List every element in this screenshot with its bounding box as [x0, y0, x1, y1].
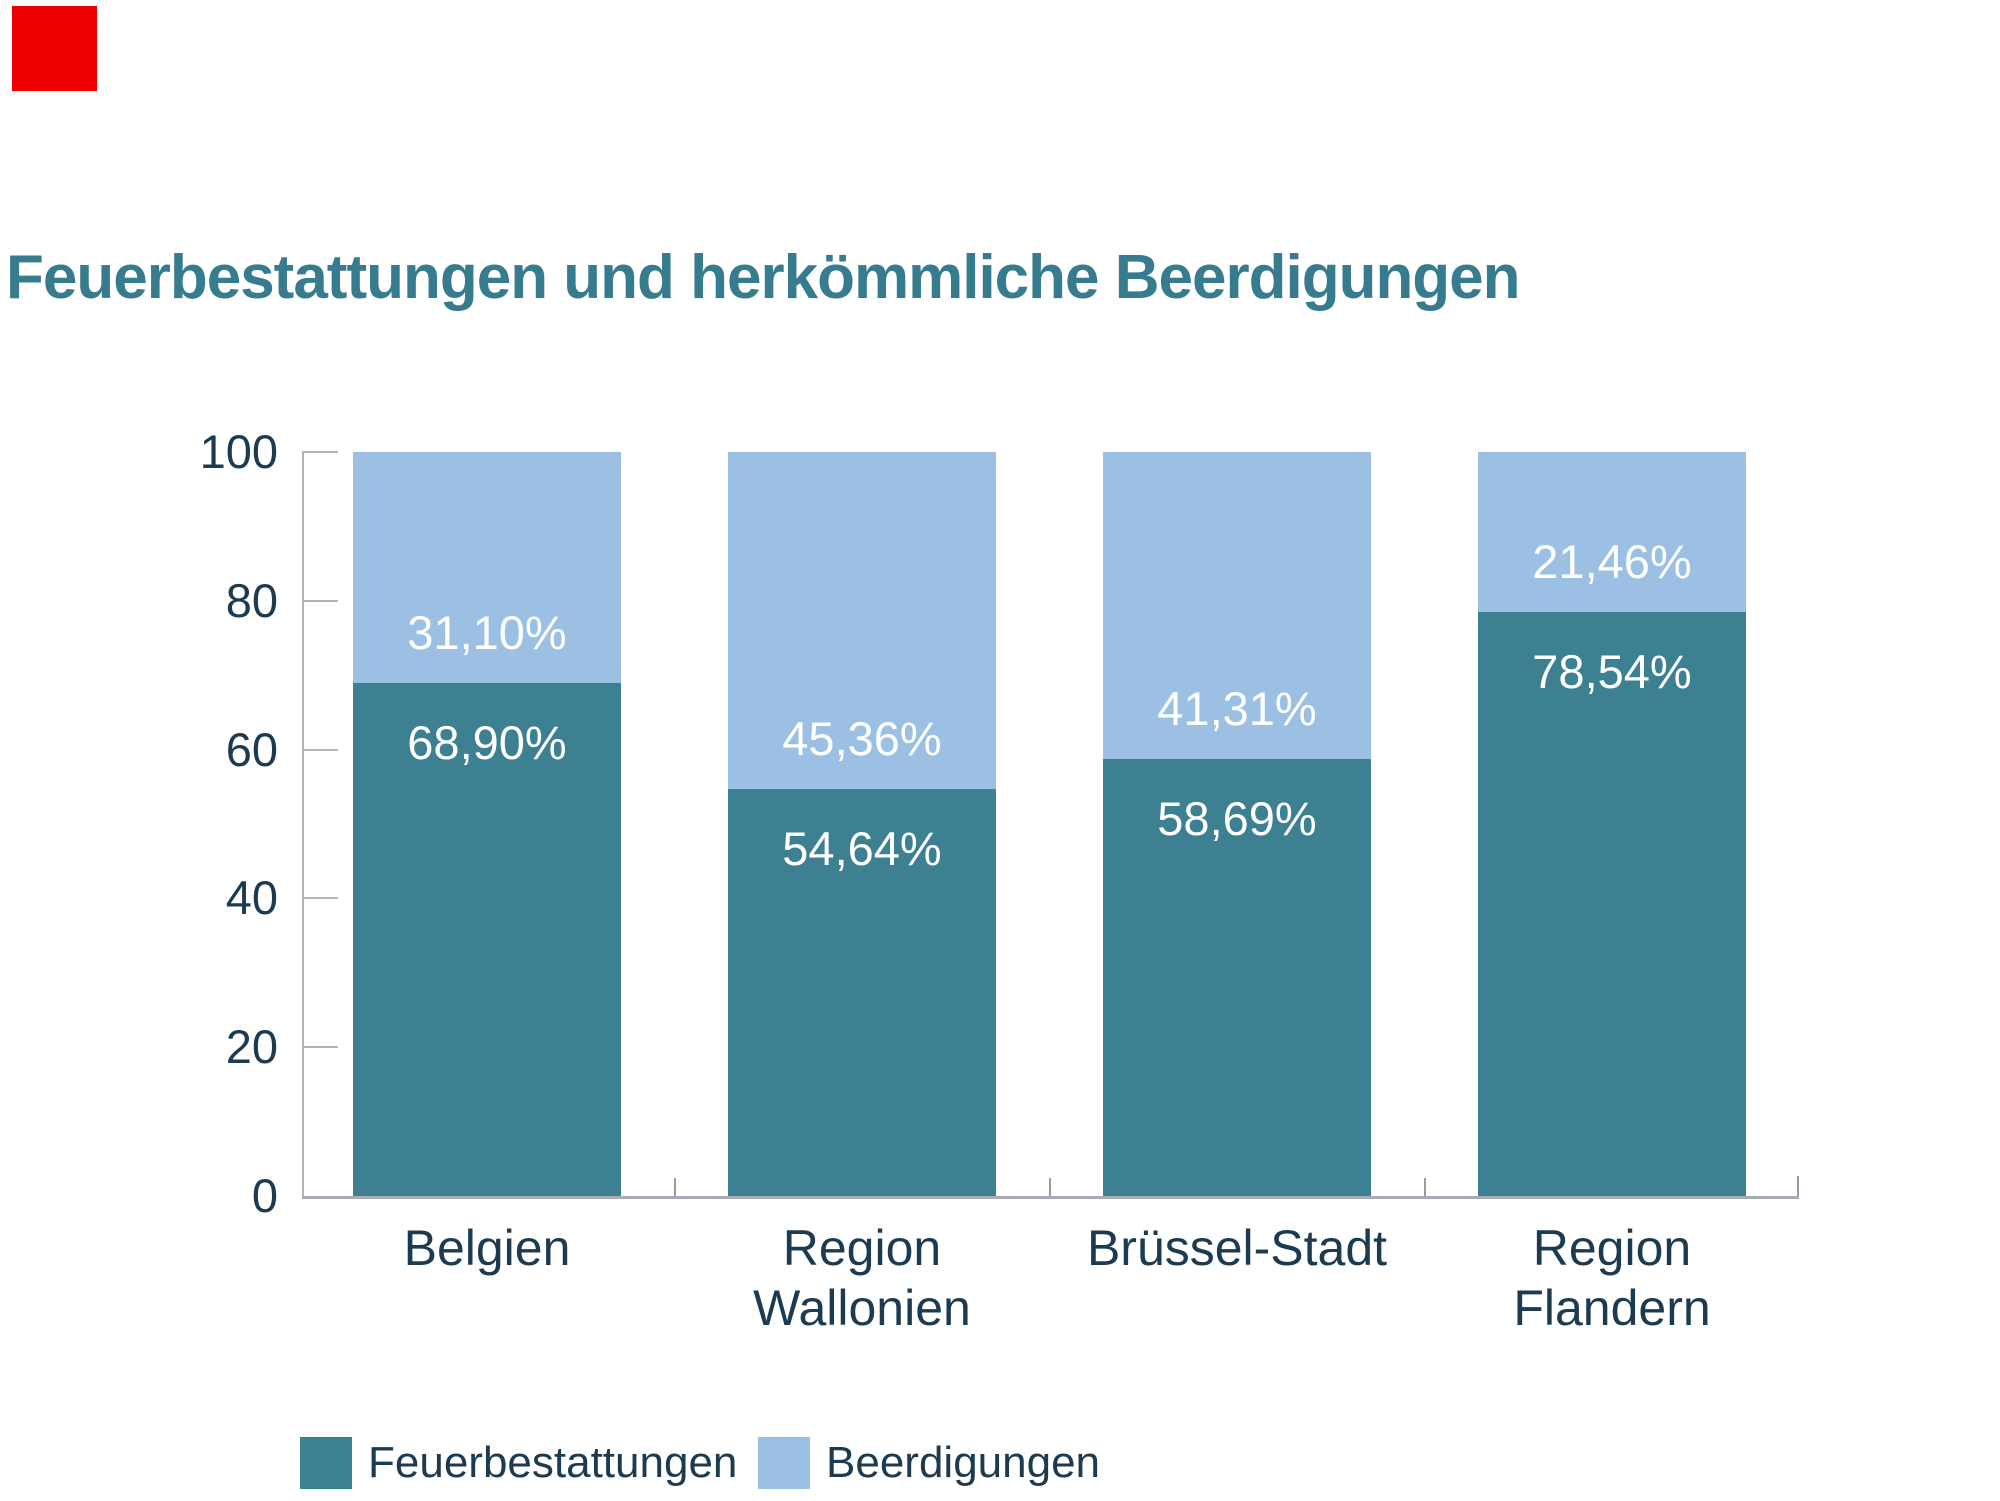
legend-item-beerdigungen: Beerdigungen	[758, 1437, 1100, 1489]
y-axis-tick-label: 0	[251, 1169, 278, 1222]
y-axis-tick-label: 40	[225, 871, 278, 924]
y-axis-line	[302, 452, 304, 1196]
y-axis-tick	[302, 897, 338, 899]
x-axis-tick	[1424, 1178, 1426, 1196]
bar-segment-feuerbestattungen	[1478, 612, 1746, 1196]
x-axis-category-label: Region Wallonien	[612, 1218, 1112, 1338]
bar-value-label-beerdigungen: 41,31%	[1157, 682, 1317, 735]
bar-value-label-beerdigungen: 21,46%	[1532, 535, 1692, 588]
x-axis-line	[302, 1196, 1799, 1199]
bar-value-label-feuerbestattungen: 78,54%	[1532, 645, 1692, 698]
y-axis-tick-label: 100	[199, 425, 278, 478]
y-axis-tick-label: 20	[225, 1020, 278, 1073]
y-axis-tick	[302, 451, 338, 453]
x-axis-category-label: Belgien	[237, 1218, 737, 1278]
bar-segment-beerdigungen	[1478, 452, 1746, 612]
x-axis-category-label: Brüssel-Stadt	[987, 1218, 1487, 1278]
bar-segment-beerdigungen	[1103, 452, 1371, 759]
bar-segment-feuerbestattungen	[1103, 759, 1371, 1196]
legend-label-feuerbestattungen: Feuerbestattungen	[368, 1438, 738, 1487]
y-axis-tick-label: 60	[225, 723, 278, 776]
x-axis-category-label-line: Region	[782, 1220, 942, 1276]
x-axis-category-label-line: Brüssel-Stadt	[1086, 1220, 1388, 1276]
x-axis-category-label-line: Belgien	[403, 1220, 571, 1276]
y-axis-tick-label: 80	[225, 574, 278, 627]
bar-value-label-beerdigungen: 45,36%	[782, 712, 942, 765]
legend-item-feuerbestattungen: Feuerbestattungen	[300, 1437, 737, 1489]
y-axis-tick	[302, 749, 338, 751]
bar-value-label-feuerbestattungen: 68,90%	[407, 716, 567, 769]
bar-value-label-feuerbestattungen: 54,64%	[782, 822, 942, 875]
bar-segment-feuerbestattungen	[353, 683, 621, 1196]
x-axis-category-label-line: Flandern	[1513, 1280, 1711, 1336]
bar-segment-beerdigungen	[353, 452, 621, 683]
y-axis-tick	[302, 1046, 338, 1048]
x-axis-category-label-line: Wallonien	[753, 1280, 971, 1336]
x-axis-category-label-line: Region	[1532, 1220, 1692, 1276]
y-axis-tick	[302, 600, 338, 602]
x-axis-tick	[674, 1178, 676, 1196]
bar-segment-feuerbestattungen	[728, 789, 996, 1196]
legend-swatch-beerdigungen	[758, 1437, 810, 1489]
x-axis-category-label: Region Flandern	[1362, 1218, 1862, 1338]
x-axis-tick	[1049, 1178, 1051, 1196]
bar-value-label-feuerbestattungen: 58,69%	[1157, 792, 1317, 845]
red-marker-square	[12, 6, 97, 91]
chart-title: Feuerbestattungen und herkömmliche Beerd…	[6, 243, 1521, 312]
legend-label-beerdigungen: Beerdigungen	[826, 1438, 1101, 1487]
x-axis-end-tick	[1797, 1176, 1799, 1196]
legend-swatch-feuerbestattungen	[300, 1437, 352, 1489]
bar-segment-beerdigungen	[728, 452, 996, 789]
bar-value-label-beerdigungen: 31,10%	[407, 606, 567, 659]
